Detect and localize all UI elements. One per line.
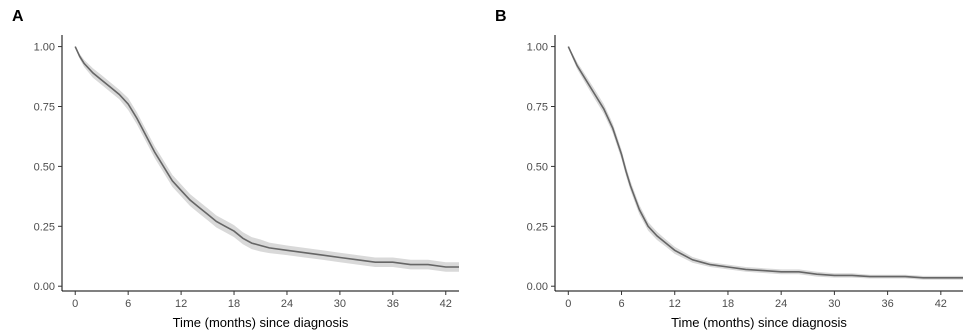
x-tick-label-a: 12	[175, 298, 187, 310]
x-tick-label-b: 30	[828, 298, 840, 310]
x-tick-label-b: 18	[722, 298, 734, 310]
panel-label-a: A	[12, 8, 24, 25]
x-tick-label-a: 30	[334, 298, 346, 310]
y-tick-label-b: 0.50	[527, 161, 548, 173]
y-tick-label-a: 1.00	[34, 42, 55, 54]
x-tick-label-b: 6	[618, 298, 624, 310]
x-tick-label-b: 42	[935, 298, 947, 310]
x-tick-label-b: 0	[565, 298, 571, 310]
x-tick-label-a: 42	[440, 298, 452, 310]
survival-chart-a: 0.00 0.25 0.50 0.75 1.00 0 6 12 18 24 30 36 42 Time (…	[34, 35, 459, 330]
survival-line-b	[567, 46, 963, 279]
x-axis-title-a: Time (months) since diagnosis	[173, 315, 349, 330]
x-tick-label-a: 6	[125, 298, 131, 310]
y-tick-label-b: 0.75	[527, 101, 548, 113]
survival-chart-b: 0.00 0.25 0.50 0.75 1.00 0 6 12 18 24 30 36 42 Time (…	[527, 35, 963, 330]
chart-panel-a: A 0.00 0.25 0.50 0.75 1.00 0 6 12 18 24 30 36 42 Time…	[12, 8, 459, 330]
y-tick-label-a: 0.75	[34, 101, 55, 113]
y-tick-label-a: 0.25	[34, 221, 55, 233]
x-tick-label-a: 0	[72, 298, 78, 310]
x-tick-label-a: 36	[387, 298, 399, 310]
y-tick-label-b: 0.00	[527, 281, 548, 293]
x-tick-label-a: 18	[228, 298, 240, 310]
y-tick-label-b: 0.25	[527, 221, 548, 233]
y-tick-label-b: 1.00	[527, 42, 548, 54]
confidence-band-b	[568, 46, 963, 280]
chart-panel-b: B 0.00 0.25 0.50 0.75 1.00 0 6 12 18 24 30 36 42 Time…	[483, 0, 966, 333]
x-tick-label-a: 24	[281, 298, 293, 310]
y-tick-label-a: 0.00	[34, 281, 55, 293]
x-tick-label-b: 24	[775, 298, 787, 310]
x-tick-label-b: 12	[669, 298, 681, 310]
panel-label-b: B	[495, 8, 507, 25]
confidence-band-a	[75, 46, 459, 272]
x-axis-title-b: Time (months) since diagnosis	[671, 315, 847, 330]
y-tick-label-a: 0.50	[34, 161, 55, 173]
x-tick-label-b: 36	[881, 298, 893, 310]
survival-line-a	[74, 46, 459, 268]
